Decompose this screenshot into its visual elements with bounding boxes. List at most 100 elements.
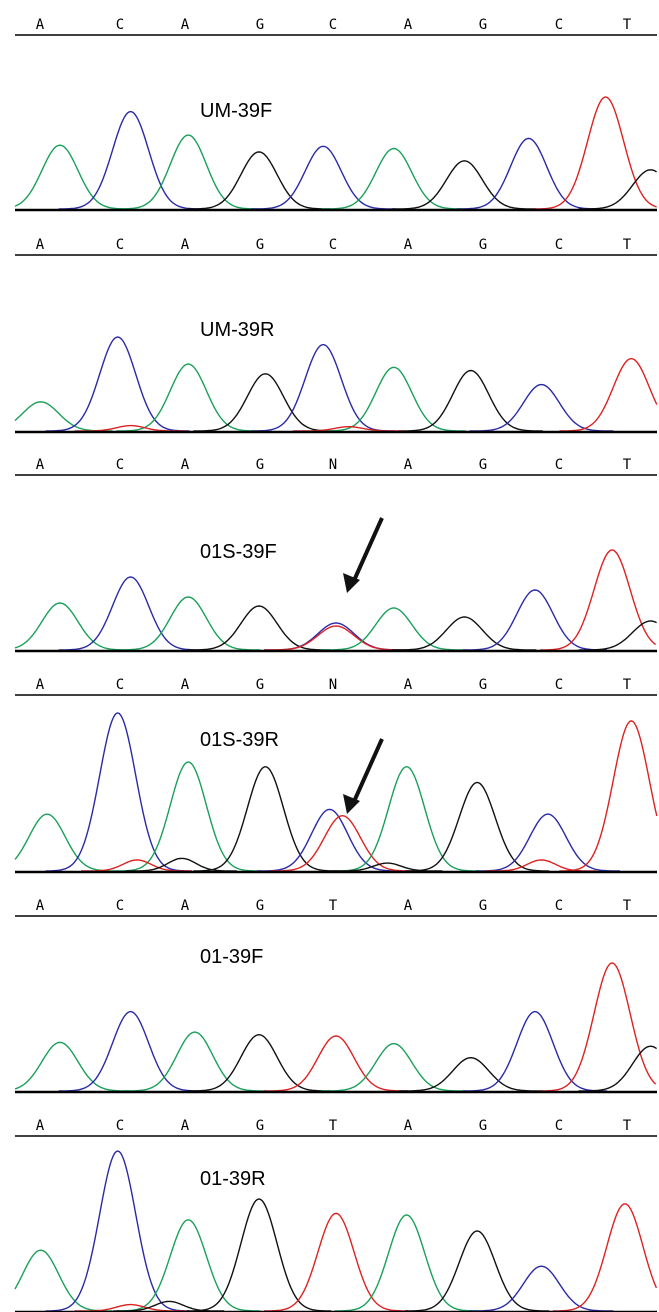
trace-peak — [392, 160, 537, 210]
base-call-letter: T — [623, 898, 632, 914]
trace-peak — [186, 1198, 332, 1312]
trace-peak — [456, 137, 601, 210]
base-call-letter: T — [623, 17, 632, 33]
trace-peak — [559, 357, 658, 432]
base-call-letter: C — [555, 17, 563, 33]
trace-peak — [58, 1010, 203, 1092]
sample-label: 01S-39F — [200, 541, 277, 563]
base-call-letter: G — [256, 17, 264, 33]
base-call-letter: T — [623, 677, 632, 693]
trace-peak — [578, 169, 657, 210]
trace-panel: A C A G T A G C T 01-39F — [14, 946, 657, 1137]
trace-peak — [187, 151, 331, 210]
base-call-letter: G — [256, 457, 264, 473]
base-call-letter: A — [404, 237, 413, 253]
trace-peak — [540, 962, 657, 1092]
trace-peak — [193, 373, 338, 432]
trace-peak — [398, 369, 543, 432]
trace-peak — [578, 1045, 657, 1092]
trace-peak — [116, 363, 261, 432]
trace-peak — [122, 1031, 267, 1092]
trace-peak — [463, 589, 607, 651]
trace-panel: A C A G T A G C T 01S-39R — [14, 712, 658, 917]
base-call-letter: C — [555, 898, 563, 914]
trace-peak — [485, 859, 597, 872]
trace-peak — [58, 576, 203, 651]
base-call-letter: C — [116, 17, 124, 33]
trace-peak — [14, 813, 119, 872]
trace-panel: A C A G C A G C T UM-39F — [14, 96, 657, 256]
trace-peak — [398, 1056, 543, 1092]
base-call-letter: T — [329, 898, 338, 914]
trace-peak — [533, 96, 657, 210]
base-call-letter: G — [479, 677, 487, 693]
base-call-letter: N — [329, 457, 337, 473]
base-call-letter: G — [256, 898, 264, 914]
base-call-letter: G — [479, 1118, 487, 1134]
trace-peak — [14, 401, 113, 432]
trace-peak — [116, 761, 261, 872]
trace-peak — [193, 765, 338, 872]
base-call-letter: A — [404, 457, 413, 473]
trace-peak — [405, 781, 550, 872]
trace-peak — [45, 336, 190, 432]
trace-peak — [469, 383, 614, 432]
trace-peak — [552, 1203, 658, 1312]
base-call-letter: G — [256, 237, 264, 253]
base-call-letter: C — [329, 237, 337, 253]
trace-peak — [469, 1265, 614, 1312]
base-call-letter: G — [479, 17, 487, 33]
trace-peak — [14, 602, 131, 651]
trace-peak — [14, 1041, 131, 1092]
base-call-letter: A — [36, 457, 45, 473]
trace-peak — [270, 814, 415, 872]
trace-peak — [334, 765, 479, 872]
base-call-letter: C — [555, 237, 563, 253]
base-call-letter: A — [181, 677, 190, 693]
trace-peak — [187, 605, 331, 651]
base-call-letter: A — [36, 17, 45, 33]
trace-peak — [125, 857, 237, 872]
base-call-letter: A — [181, 457, 190, 473]
trace-peak — [540, 549, 657, 651]
trace-peak — [321, 607, 466, 651]
trace-peak — [14, 144, 131, 210]
sample-label: UM-39F — [200, 100, 272, 122]
sample-label: 01S-39R — [200, 729, 279, 751]
base-call-letter: A — [404, 1118, 413, 1134]
trace-peak — [116, 596, 261, 651]
base-call-letter: G — [479, 898, 487, 914]
trace-peak — [257, 808, 402, 872]
trace-peak — [405, 1230, 550, 1312]
trace-peak — [264, 622, 408, 651]
trace-peak — [392, 616, 537, 651]
base-call-letter: N — [329, 677, 337, 693]
arrow-shaft — [350, 738, 384, 807]
trace-peak — [264, 1212, 408, 1312]
trace-peak — [116, 134, 261, 210]
base-call-letter: C — [555, 457, 563, 473]
trace-peak — [578, 620, 657, 651]
trace-peak — [321, 366, 466, 432]
base-call-letter: C — [555, 677, 563, 693]
trace-peak — [334, 1214, 479, 1312]
trace-peak — [58, 110, 203, 210]
trace-peak — [559, 720, 658, 872]
base-call-letter: A — [181, 1118, 190, 1134]
base-call-letter: T — [623, 237, 632, 253]
base-call-letter: A — [181, 898, 190, 914]
arrow-head — [343, 794, 360, 814]
trace-peak — [45, 712, 190, 872]
base-call-letter: T — [329, 1118, 338, 1134]
sample-label: UM-39R — [200, 319, 274, 341]
trace-peak — [45, 1150, 190, 1312]
trace-peak — [187, 1033, 331, 1092]
base-call-letter: T — [623, 1118, 632, 1134]
sample-label: 01-39F — [200, 946, 263, 968]
base-call-letter: A — [404, 17, 413, 33]
base-call-letter: G — [479, 237, 487, 253]
trace-peak — [251, 343, 396, 432]
base-call-letter: C — [116, 898, 124, 914]
